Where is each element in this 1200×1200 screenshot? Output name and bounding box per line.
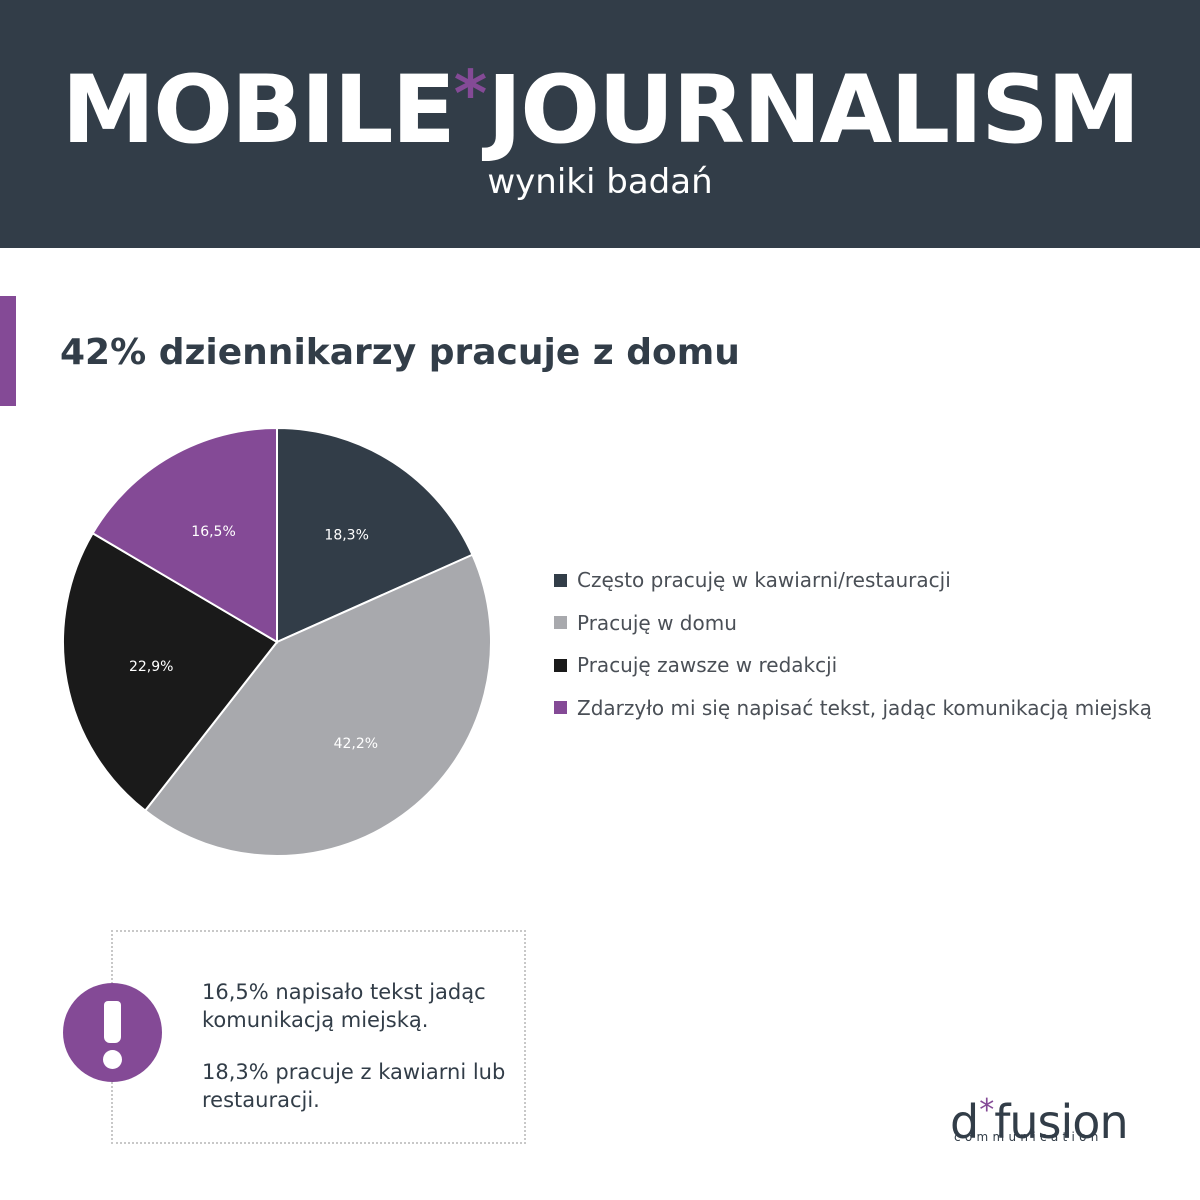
logo-tagline: communication — [954, 1130, 1103, 1144]
chart-headline: 42% dziennikarzy pracuje z domu — [60, 332, 740, 373]
title-star-icon: * — [453, 58, 487, 132]
exclamation-dot — [103, 1050, 122, 1069]
note-text-cafe: 18,3% pracuje z kawiarni lub restauracji… — [202, 1060, 506, 1112]
legend-label-home: Pracuję w domu — [577, 610, 737, 635]
pie-slice-home — [143, 553, 492, 857]
title-part-journalism: JOURNALISM — [487, 56, 1140, 165]
pie-slices-group — [62, 426, 492, 857]
legend-item-newsroom: Pracuję zawsze w redakcji — [554, 644, 1184, 687]
chart-legend: Często pracuję w kawiarni/restauracji Pr… — [554, 559, 1184, 729]
pie-slice-newsroom — [62, 531, 279, 812]
pie-slice-transit — [91, 426, 278, 644]
legend-item-cafe: Często pracuję w kawiarni/restauracji — [554, 559, 1184, 602]
dfusion-logo: d*fusion communication — [950, 1085, 1150, 1155]
logo-wordmark: d*fusion — [950, 1085, 1129, 1149]
legend-label-transit: Zdarzyło mi się napisać tekst, jadąc kom… — [577, 695, 1152, 720]
legend-label-newsroom: Pracuję zawsze w redakcji — [577, 653, 838, 678]
logo-star-icon: * — [979, 1093, 994, 1128]
legend-item-home: Pracuję w domu — [554, 602, 1184, 645]
title-part-mobile: MOBILE — [61, 56, 456, 165]
header-banner: MOBILE*JOURNALISM wyniki badań — [0, 0, 1200, 248]
note-text-transit: 16,5% napisało tekst jadąc komunikacją m… — [202, 980, 486, 1032]
logo-d: d — [950, 1095, 979, 1149]
exclamation-bar — [104, 1001, 121, 1043]
headline-accent-bar — [0, 296, 16, 406]
legend-label-cafe: Często pracuję w kawiarni/restauracji — [577, 568, 951, 593]
page-subtitle: wyniki badań — [487, 162, 713, 202]
logo-fusion: fusion — [994, 1095, 1128, 1149]
legend-swatch-transit — [554, 701, 567, 715]
pie-slice-cafe — [276, 426, 474, 644]
page-title: MOBILE*JOURNALISM — [0, 40, 1200, 166]
legend-item-transit: Zdarzyło mi się napisać tekst, jadąc kom… — [554, 687, 1184, 730]
exclamation-icon — [63, 983, 162, 1082]
legend-swatch-cafe — [554, 573, 567, 587]
legend-swatch-newsroom — [554, 658, 567, 672]
legend-swatch-home — [554, 616, 567, 630]
